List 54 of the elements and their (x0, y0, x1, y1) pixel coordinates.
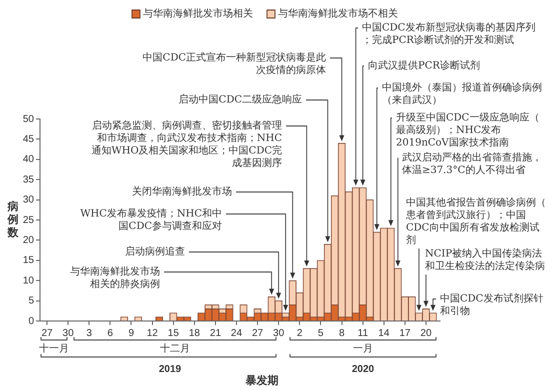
annotation: 武汉启动严格的出省筛查措施，体温≥37.3°C的人不得出省 (402, 152, 542, 176)
y-tick-label: 50 (22, 114, 34, 125)
x-tick-label: 27 (41, 328, 54, 339)
legend-label: 与华南海鲜批发市场不相关 (278, 8, 398, 20)
annotation: 中国CDC发布新型冠状病毒的基因序列；完成PCR诊断试剂的开发和测试 (362, 22, 536, 46)
x-tick-label: 6 (107, 328, 114, 339)
y-tick-label: 15 (22, 255, 34, 266)
text: 2019 (158, 364, 182, 375)
y-axis-title: 病例数 (6, 200, 20, 239)
annotation: 与华南海鲜批发市场相关的肺炎病例 (70, 266, 160, 290)
x-tick-label: 11 (358, 328, 368, 339)
x-tick-label: 18 (188, 328, 200, 339)
text: 十一月 (39, 342, 69, 355)
x-tick-label: 27 (252, 328, 264, 339)
annotation: 中国境外（泰国）报道首例确诊病例（来自武汉） (382, 82, 542, 106)
text: 一月 (353, 344, 373, 355)
annotation: 中国CDC发布试剂探针和引物 (440, 292, 544, 318)
x-tick-label: 15 (168, 328, 180, 339)
x-axis-title: 暴发期 (244, 374, 278, 387)
annotation: 关闭华南海鲜批发市场 (132, 186, 232, 198)
annotation: NCIP被纳入中国传染病法和卫生检疫法的法定传染病 (425, 248, 545, 272)
text: 2020 (352, 364, 375, 375)
annotation: 启动中国CDC二级应急响应 (178, 94, 302, 106)
y-tick-label: 30 (22, 194, 34, 206)
x-tick-label: 14 (378, 328, 390, 339)
y-tick-label: 40 (22, 154, 34, 166)
x-tick-label: 30 (62, 328, 74, 339)
legend-label: 与华南海鲜批发市场相关 (143, 8, 253, 20)
x-tick-label: 9 (128, 328, 134, 339)
annotation: WHC发布暴发疫情；NHC和中国CDC参与调查和应对 (80, 208, 222, 232)
annotation: 中国CDC正式宣布一种新型冠状病毒是此次疫情的病原体 (142, 52, 326, 76)
x-tick-label: 12 (146, 328, 158, 339)
x-tick-label: 8 (338, 328, 345, 339)
y-tick-label: 35 (22, 174, 34, 186)
y-tick-label: 20 (22, 234, 34, 246)
x-tick-label: 21 (210, 328, 222, 339)
x-tick-label: 20 (420, 328, 432, 339)
annotation: 启动病例追查 (125, 246, 185, 258)
y-tick-label: 5 (28, 296, 34, 307)
annotation: 向武汉提供PCR诊断试剂 (368, 60, 480, 72)
text: 十二月 (160, 342, 190, 355)
x-tick-label: 2 (296, 328, 303, 339)
annotation: 升级至中国CDC一级应急响应（最高级别）；NHC发布2019nCoV国家技术指南 (396, 112, 540, 149)
x-tick-label: 3 (86, 328, 92, 339)
y-tick-label: 45 (22, 134, 34, 145)
annotation: 启动紧急监测、病例调查、密切接触者管理和市场调查，向武汉发布技术指南；NHC通知WHO及相关国家和地区；中国CDC完成基因测序 (91, 120, 282, 170)
x-tick-label: 5 (318, 328, 324, 339)
x-tick-label: 24 (230, 328, 242, 339)
x-tick-label: 30 (273, 328, 285, 339)
annotation: 中国其他省报告首例确诊病例（患者曾到武汉旅行）；中国CDC向中国所有省发放检测试剂 (405, 196, 546, 246)
y-tick-label: 0 (28, 316, 34, 327)
x-tick-label: 17 (399, 328, 411, 339)
y-tick-label: 25 (22, 214, 34, 226)
y-tick-label: 10 (22, 275, 34, 286)
